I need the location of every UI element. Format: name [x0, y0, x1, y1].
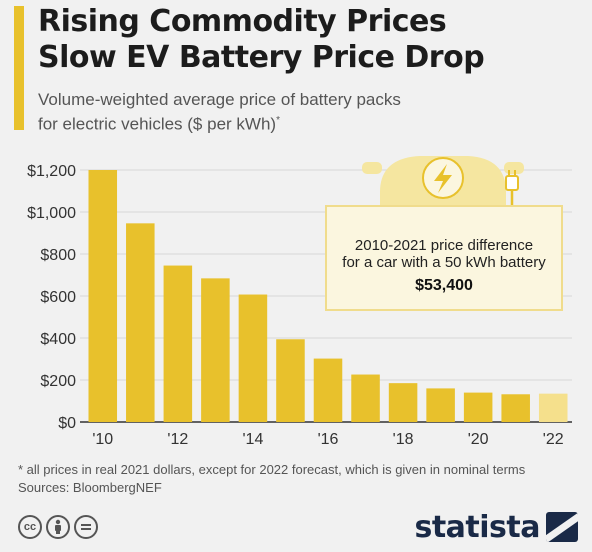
bar	[126, 223, 155, 422]
bar	[538, 393, 568, 422]
y-tick-label: $800	[40, 247, 76, 264]
callout-value: $53,400	[415, 277, 473, 294]
license-icons: cc	[18, 515, 98, 541]
bar	[351, 374, 380, 422]
callout-box	[325, 205, 563, 311]
bar	[426, 388, 455, 422]
y-tick-label: $600	[40, 289, 76, 306]
y-tick-label: $1,000	[27, 205, 76, 222]
subtitle-asterisk: *	[276, 115, 280, 126]
electric-car-plug-icon	[362, 156, 524, 226]
bar	[313, 358, 343, 422]
x-tick-label: '12	[167, 431, 188, 448]
x-tick-label: '20	[468, 431, 489, 448]
y-tick-label: $400	[40, 331, 76, 348]
title-line-1: Rising Commodity Prices	[38, 4, 447, 39]
bar	[88, 170, 118, 422]
y-tick-label: $0	[58, 415, 76, 432]
bar	[163, 265, 193, 422]
title-line-2: Slow EV Battery Price Drop	[38, 40, 485, 75]
chart-subtitle: Volume-weighted average price of battery…	[38, 89, 558, 135]
brand-logo: statista	[414, 509, 578, 545]
y-tick-label: $200	[40, 373, 76, 390]
x-tick-label: '14	[242, 431, 263, 448]
no-derivatives-icon	[74, 515, 98, 539]
callout-line-2: for a car with a 50 kWh battery	[342, 254, 546, 271]
footnote-block: * all prices in real 2021 dollars, excep…	[18, 461, 588, 497]
chart-title: Rising Commodity Prices Slow EV Battery …	[38, 4, 578, 76]
accent-bar	[14, 6, 24, 130]
footnote: * all prices in real 2021 dollars, excep…	[18, 462, 526, 477]
bar	[201, 278, 230, 422]
x-tick-label: '18	[393, 431, 414, 448]
brand-name: statista	[414, 509, 540, 545]
bar-chart: $0 $200 $400 $600 $800 $1,000 $1,200 '10 '12 '14 '…	[27, 156, 572, 448]
creative-commons-icon: cc	[18, 515, 42, 539]
subtitle-line-2-text: for electric vehicles ($ per kWh)	[38, 114, 277, 134]
sources: Sources: BloombergNEF	[18, 480, 162, 495]
bar	[463, 392, 493, 422]
x-tick-label: '22	[543, 431, 564, 448]
subtitle-line-2: for electric vehicles ($ per kWh)*	[38, 110, 558, 135]
callout-line-1: 2010-2021 price difference	[355, 237, 533, 254]
x-tick-label: '16	[318, 431, 339, 448]
y-tick-label: $1,200	[27, 163, 76, 180]
x-tick-label: '10	[92, 431, 113, 448]
bar	[238, 294, 268, 422]
subtitle-line-1: Volume-weighted average price of battery…	[38, 90, 401, 109]
statista-mark-icon	[546, 512, 578, 542]
bar	[388, 383, 418, 422]
attribution-icon	[46, 515, 70, 539]
bar	[501, 394, 530, 422]
bar	[276, 339, 305, 422]
